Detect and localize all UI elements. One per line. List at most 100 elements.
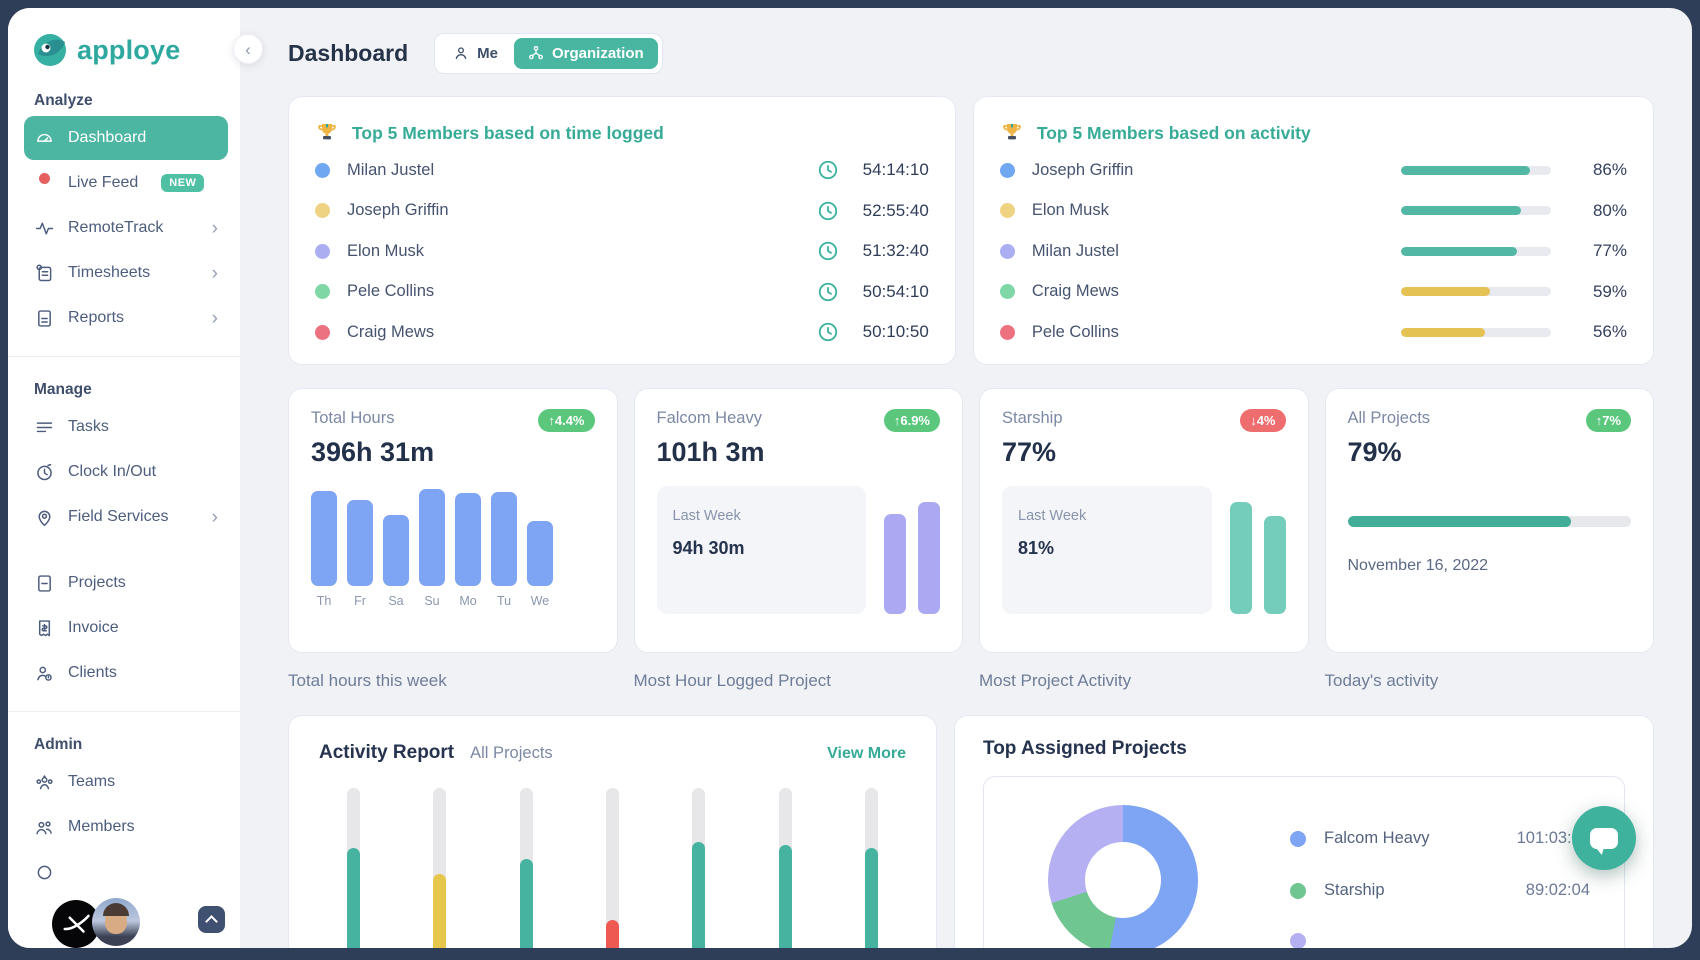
sidebar-item-projects[interactable]: Projects xyxy=(24,561,228,605)
member-name: Elon Musk xyxy=(1031,201,1109,220)
sidebar-item-label: RemoteTrack xyxy=(68,219,164,236)
card-header: Top 5 Members based on activity xyxy=(1000,116,1627,150)
activity-bar-track xyxy=(1401,287,1551,297)
sidebar-item-clients[interactable]: Clients xyxy=(24,651,228,695)
x-logo-icon xyxy=(63,914,90,933)
sidebar-item-label: Invoice xyxy=(68,619,119,636)
sidebar-item-tasks[interactable]: Tasks xyxy=(24,405,228,449)
assigned-projects-panel: Falcom Heavy 101:03:00 Starship 89:02:04 xyxy=(983,776,1625,948)
sidebar-item-partial[interactable] xyxy=(24,850,228,894)
apploye-logo-icon xyxy=(32,32,68,68)
sidebar-collapse-button[interactable]: ‹ xyxy=(233,34,263,64)
legend-dot xyxy=(1290,882,1306,899)
card-title: Top 5 Members based on time logged xyxy=(352,122,664,143)
sidebar-item-label: Clock In/Out xyxy=(68,463,157,480)
chat-launcher-button[interactable] xyxy=(1572,806,1636,870)
main-content: Dashboard Me Organization xyxy=(240,8,1692,948)
sidebar-item-timesheets[interactable]: Timesheets › xyxy=(24,251,228,295)
member-dot xyxy=(999,324,1015,340)
sidebar-item-remotetrack[interactable]: RemoteTrack › xyxy=(24,206,228,250)
project-bar xyxy=(1229,502,1252,614)
member-dot xyxy=(315,284,330,300)
page-title: Dashboard xyxy=(288,39,409,66)
hour-bar xyxy=(419,489,445,586)
report-bar-track xyxy=(605,788,619,948)
dashboard-icon xyxy=(34,128,55,149)
trend-badge: ↑7% xyxy=(1585,409,1631,432)
stat-card-falcom-heavy: Falcom Heavy ↑6.9% 101h 3m Last Week 94h… xyxy=(633,388,963,653)
mini-bar-pair xyxy=(884,502,940,614)
view-toggle-me[interactable]: Me xyxy=(439,38,512,69)
chevron-right-icon: › xyxy=(211,217,218,239)
activity-percent: 59% xyxy=(1592,281,1627,301)
bottom-row: Activity Report All Projects View More T… xyxy=(288,715,1654,948)
sidebar-item-label: Timesheets xyxy=(68,264,151,281)
reports-icon xyxy=(34,308,55,329)
sidebar-item-live-feed[interactable]: Live Feed NEW xyxy=(24,161,228,205)
stats-row: Total Hours ↑4.4% 396h 31m Th Fr Sa Su Mo Tu W… xyxy=(288,388,1654,653)
member-activity-row: Pele Collins 56% xyxy=(999,312,1627,353)
activity-progress-track xyxy=(1347,516,1631,527)
report-bar-track xyxy=(692,788,706,948)
stat-label: Total Hours xyxy=(311,409,395,427)
member-dot xyxy=(315,324,330,340)
scroll-top-button[interactable] xyxy=(198,906,225,933)
chevron-right-icon: › xyxy=(211,262,218,284)
last-week-value: 94h 30m xyxy=(672,538,745,558)
sidebar-item-dashboard[interactable]: Dashboard xyxy=(24,116,228,160)
last-week-label: Last Week xyxy=(1018,508,1087,524)
member-time-row: Joseph Griffin 52:55:40 xyxy=(315,191,929,232)
stat-card-total-hours: Total Hours ↑4.4% 396h 31m Th Fr Sa Su Mo Tu W… xyxy=(288,388,618,653)
hour-bar xyxy=(491,492,517,586)
field-icon xyxy=(34,507,55,528)
legend-row: Starship 89:02:04 xyxy=(1290,881,1590,900)
sidebar-item-label: Teams xyxy=(68,773,116,790)
activity-report-card: Activity Report All Projects View More xyxy=(288,715,937,948)
donut-legend: Falcom Heavy 101:03:00 Starship 89:02:04 xyxy=(1290,829,1590,948)
clock-icon xyxy=(817,159,839,181)
report-bar-fill xyxy=(605,920,619,948)
sidebar-item-label: Clients xyxy=(68,664,117,681)
sidebar-item-reports[interactable]: Reports › xyxy=(24,296,228,340)
projects-icon xyxy=(34,573,55,594)
member-dot xyxy=(315,203,330,219)
day-label: Fr xyxy=(354,594,366,608)
members-icon xyxy=(34,817,55,838)
app-window: apploye Analyze Dashboard Live Feed NEW Remo… xyxy=(8,8,1692,948)
sidebar-gap xyxy=(8,540,240,560)
member-time: 51:32:40 xyxy=(862,241,929,261)
week-hours-chart xyxy=(311,486,595,586)
sidebar-item-field-services[interactable]: Field Services › xyxy=(24,495,228,539)
tasks-icon xyxy=(34,417,55,438)
legend-dot xyxy=(1290,830,1306,847)
timesheets-icon xyxy=(34,263,55,284)
sidebar-item-label: Dashboard xyxy=(68,129,147,146)
activity-bar-track xyxy=(1401,206,1551,216)
sidebar-item-clock-in-out[interactable]: Clock In/Out xyxy=(24,450,228,494)
clock-icon xyxy=(817,321,839,343)
chevron-up-icon xyxy=(205,914,218,928)
sidebar-item-members[interactable]: Members xyxy=(24,805,228,849)
stat-label: Falcom Heavy xyxy=(656,409,762,427)
sidebar-item-invoice[interactable]: Invoice xyxy=(24,606,228,650)
clock-icon xyxy=(817,240,839,262)
legend-row: Falcom Heavy 101:03:00 xyxy=(1290,829,1590,848)
card-title: Top 5 Members based on activity xyxy=(1036,122,1311,143)
trend-badge: ↓4% xyxy=(1240,409,1286,432)
member-dot xyxy=(315,162,330,178)
organization-icon xyxy=(528,45,544,61)
user-avatar[interactable] xyxy=(92,898,140,946)
sidebar-item-teams[interactable]: Teams xyxy=(24,760,228,804)
stat-caption: Most Hour Logged Project xyxy=(633,671,832,690)
person-icon xyxy=(453,45,469,61)
sidebar-divider xyxy=(8,356,240,357)
sidebar-nav: Analyze Dashboard Live Feed NEW RemoteTrack ›… xyxy=(8,92,240,894)
last-week-box: Last Week 94h 30m xyxy=(656,486,866,614)
view-toggle-organization[interactable]: Organization xyxy=(513,37,658,69)
view-more-link[interactable]: View More xyxy=(827,745,906,762)
member-time-row: Milan Justel 54:14:10 xyxy=(315,150,929,191)
app-logo[interactable]: apploye xyxy=(8,8,240,68)
last-week-value: 81% xyxy=(1018,538,1055,558)
sidebar-section-manage: Manage xyxy=(34,381,92,398)
activity-bar-track xyxy=(1401,327,1551,337)
